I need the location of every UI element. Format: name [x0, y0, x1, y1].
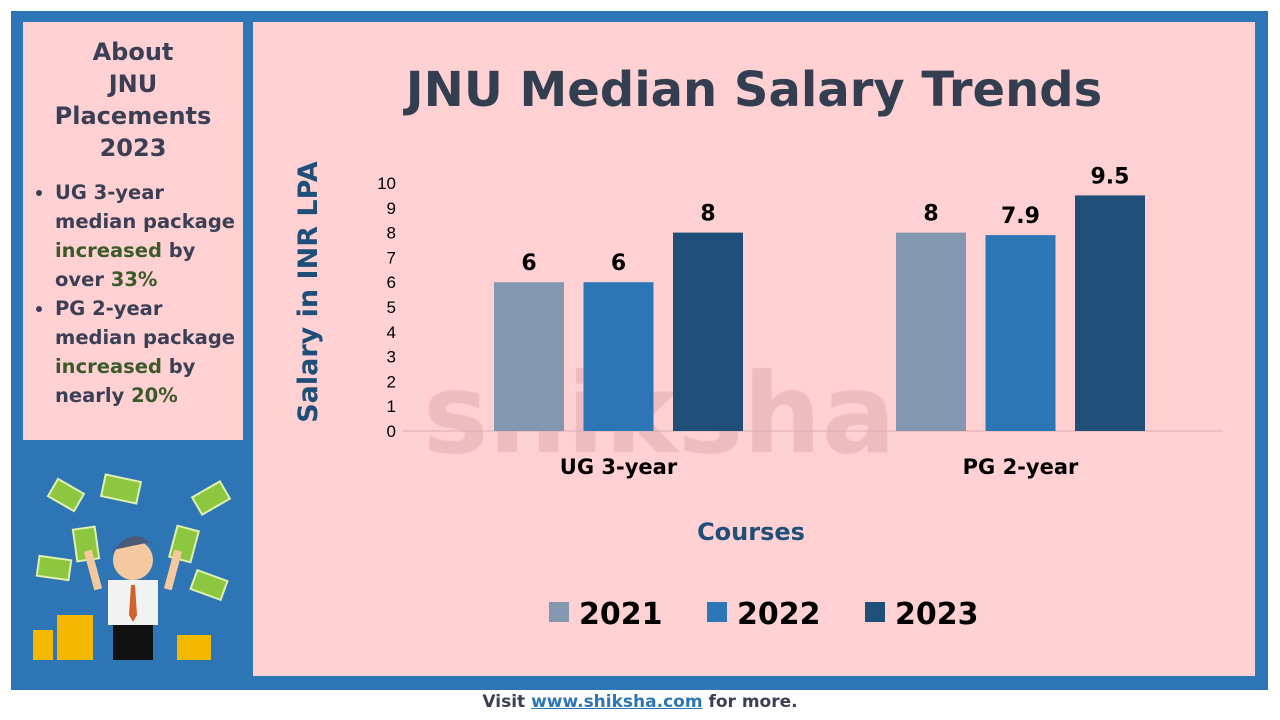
about-heading: About JNU Placements 2023 — [23, 36, 243, 164]
text: increased — [55, 239, 162, 262]
y-tick-label: 0 — [387, 422, 396, 441]
data-label: 8 — [923, 202, 938, 227]
text: increased — [55, 355, 162, 378]
data-label: 9.5 — [1091, 164, 1130, 189]
y-tick-label: 6 — [387, 273, 396, 292]
bar-2023-0 — [673, 232, 743, 431]
text: UG 3-year median package — [55, 181, 236, 233]
text: by nearly — [55, 355, 196, 407]
bar-2023-1 — [1075, 195, 1145, 431]
text: PG 2-year median package — [55, 297, 236, 349]
highlight-pg: PG 2-year median package increased by ne… — [55, 294, 243, 410]
heading-line: About — [92, 38, 174, 66]
category-label: PG 2-year — [963, 455, 1079, 479]
highlight-ug: UG 3-year median package increased by ov… — [55, 178, 243, 294]
chart-panel: JNU Median Salary Trends 0 1 2 3 4 5 6 7 8 9 10 6 6 8… — [253, 22, 1255, 676]
legend-label: 2023 — [895, 597, 979, 632]
legend-swatch-2023 — [865, 602, 885, 622]
text: 20% — [131, 384, 178, 407]
highlights-list: UG 3-year median package increased by ov… — [23, 178, 243, 410]
y-tick-label: 1 — [387, 397, 396, 416]
heading-line: JNU — [108, 70, 158, 98]
y-tick-label: 4 — [387, 323, 396, 342]
legend-swatch-2022 — [707, 602, 727, 622]
y-tick-label: 5 — [387, 298, 396, 317]
y-tick-label: 8 — [387, 224, 396, 243]
text: 33% — [110, 268, 158, 291]
bar-2021-1 — [896, 232, 966, 431]
heading-line: Placements — [54, 102, 212, 130]
text: by over — [55, 239, 196, 291]
bar-2022-0 — [583, 282, 654, 431]
y-tick-label: 9 — [387, 199, 396, 218]
y-tick-label: 2 — [387, 372, 396, 391]
chart-title: JNU Median Salary Trends — [405, 62, 1103, 118]
data-label: 6 — [521, 251, 536, 276]
x-axis-title: Courses — [697, 518, 805, 546]
footer-text: for more. — [702, 692, 798, 712]
footer-text: Visit — [482, 692, 532, 712]
bar-2021-0 — [494, 282, 564, 431]
about-panel: About JNU Placements 2023 UG 3-year medi… — [23, 22, 243, 440]
data-label: 7.9 — [1001, 204, 1040, 229]
y-tick-label: 10 — [377, 174, 396, 193]
shiksha-link[interactable]: www.shiksha.com — [531, 692, 703, 712]
y-tick-label: 3 — [387, 348, 396, 367]
legend-label: 2021 — [579, 597, 663, 632]
y-axis-title: Salary in INR LPA — [293, 161, 324, 423]
money-illustration — [33, 473, 232, 660]
y-tick-label: 7 — [387, 248, 396, 267]
legend-label: 2022 — [737, 597, 821, 632]
data-label: 8 — [700, 202, 715, 227]
legend-swatch-2021 — [549, 602, 569, 622]
footer: Visit www.shiksha.com for more. — [0, 692, 1280, 712]
category-label: UG 3-year — [560, 455, 678, 479]
heading-line: 2023 — [99, 134, 167, 162]
bar-chart: 0 1 2 3 4 5 6 7 8 9 10 6 6 8 UG 3-year 8 7.9 9.5 PG 2-year… — [293, 161, 1223, 632]
data-label: 6 — [611, 251, 626, 276]
bar-2022-1 — [985, 235, 1056, 431]
